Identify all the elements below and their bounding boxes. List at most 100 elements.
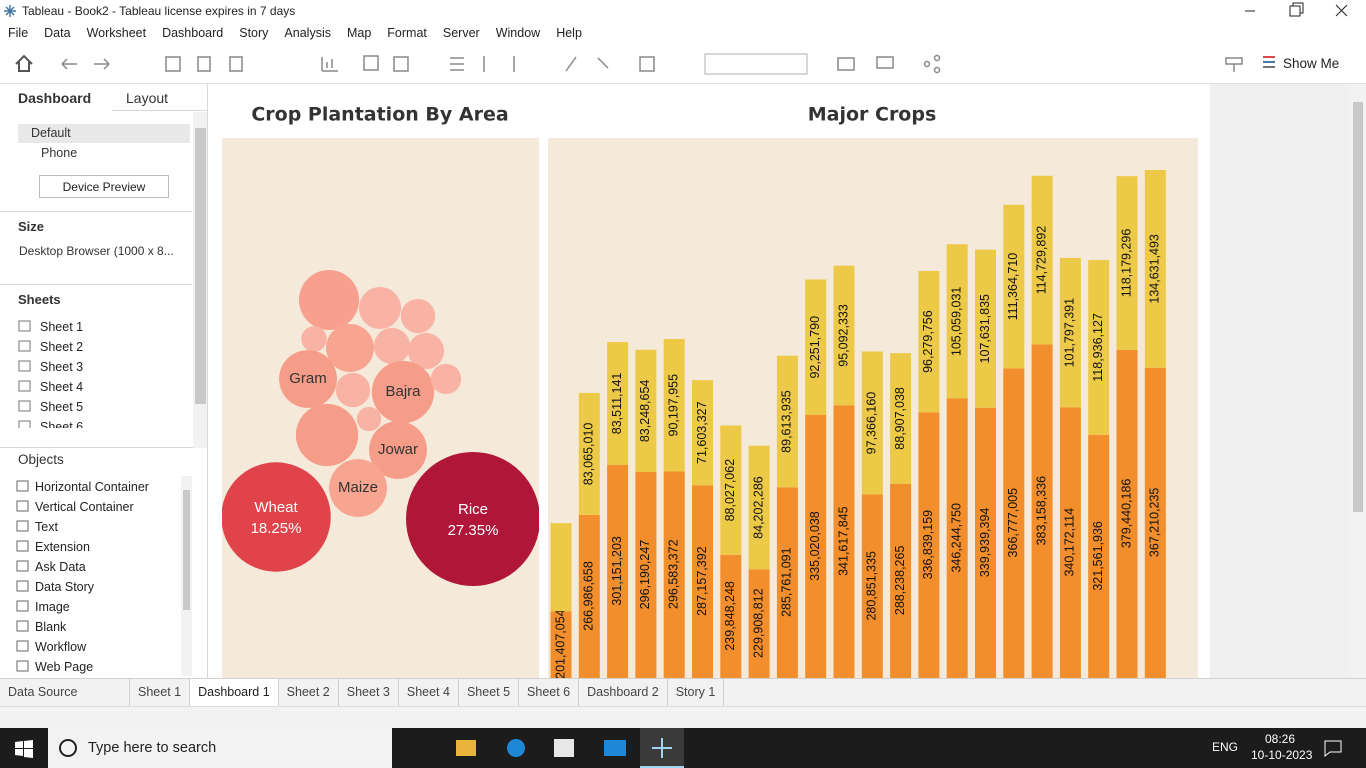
device-option[interactable]: Phone: [41, 146, 78, 160]
bar-segment[interactable]: [946, 244, 968, 399]
bar-segment[interactable]: [1031, 344, 1053, 678]
sidebar-tab[interactable]: Dashboard: [18, 90, 92, 106]
bar-segment[interactable]: [1003, 204, 1025, 369]
menu-item[interactable]: Map: [346, 26, 372, 40]
show-me-button[interactable]: Show Me: [1283, 56, 1340, 71]
bar-segment[interactable]: [918, 412, 940, 678]
bar-segment[interactable]: [833, 265, 855, 406]
bar-segment[interactable]: [635, 472, 657, 678]
sheet-item[interactable]: Sheet 3: [18, 360, 83, 374]
object-item[interactable]: Horizontal Container: [16, 480, 149, 494]
bar-segment[interactable]: [861, 351, 883, 495]
bar-segment[interactable]: [663, 471, 685, 678]
bubble[interactable]: [369, 421, 427, 479]
bubble[interactable]: [371, 360, 435, 424]
menu-item[interactable]: Analysis: [284, 26, 331, 40]
bubble[interactable]: [326, 324, 374, 372]
bar-segment[interactable]: [805, 279, 827, 415]
object-item[interactable]: Extension: [16, 540, 90, 554]
menu-item[interactable]: Window: [495, 26, 541, 40]
scrollbar[interactable]: [1350, 84, 1366, 678]
bar-segment[interactable]: [1088, 434, 1110, 678]
bar-segment[interactable]: [975, 249, 996, 408]
bar-segment[interactable]: [1116, 176, 1138, 350]
bubble[interactable]: [358, 286, 402, 330]
menu-item[interactable]: Format: [387, 26, 427, 40]
bar-segment[interactable]: [748, 569, 770, 678]
device-option[interactable]: Default: [31, 126, 71, 140]
bar-segment[interactable]: [861, 494, 883, 678]
bar-segment[interactable]: [776, 355, 798, 488]
bar-segment[interactable]: [692, 485, 713, 678]
menu-item[interactable]: Worksheet: [86, 26, 147, 40]
clock-time[interactable]: 08:26: [1265, 732, 1296, 746]
bubble[interactable]: [329, 459, 387, 517]
scrollbar[interactable]: [181, 476, 192, 676]
sheet-item[interactable]: Sheet 1: [18, 320, 83, 334]
bar-segment[interactable]: [1088, 260, 1110, 435]
menu-item[interactable]: File: [8, 26, 29, 40]
object-item[interactable]: Vertical Container: [16, 500, 134, 514]
search-box[interactable]: Type here to search: [48, 728, 392, 768]
object-item[interactable]: Workflow: [16, 640, 86, 654]
object-item[interactable]: Ask Data: [16, 560, 86, 574]
object-item[interactable]: Image: [16, 600, 70, 614]
size-dropdown[interactable]: Desktop Browser (1000 x 8...: [19, 244, 174, 258]
bar-segment[interactable]: [1031, 175, 1053, 345]
sheet-tab[interactable]: Dashboard 2: [579, 679, 668, 706]
sheet-item[interactable]: Sheet 2: [18, 340, 83, 354]
sheet-tab[interactable]: Data Source: [0, 679, 130, 706]
bubble[interactable]: [406, 452, 540, 586]
bar-segment[interactable]: [663, 338, 685, 472]
notifications[interactable]: [1324, 739, 1342, 757]
bubble[interactable]: [295, 403, 359, 467]
menu-item[interactable]: Story: [239, 26, 269, 40]
bubble[interactable]: [430, 363, 462, 395]
bubble[interactable]: [298, 269, 360, 331]
bubble[interactable]: [356, 406, 382, 432]
sheet-tab[interactable]: Sheet 2: [279, 679, 339, 706]
toolbar-icons[interactable]: [0, 44, 1366, 84]
start-button[interactable]: [15, 740, 33, 758]
bar-segment[interactable]: [805, 414, 827, 678]
bar-segment[interactable]: [1003, 368, 1025, 678]
device-preview-button[interactable]: Device Preview: [39, 175, 169, 198]
bar-segment[interactable]: [1144, 170, 1166, 368]
sheet-tab[interactable]: Story 1: [668, 679, 725, 706]
sheet-tab[interactable]: Sheet 1: [130, 679, 191, 706]
bubble[interactable]: [221, 462, 331, 572]
bar-segment[interactable]: [776, 487, 798, 678]
sheet-tab[interactable]: Sheet 4: [399, 679, 459, 706]
object-item[interactable]: Web Page: [16, 660, 93, 674]
sidebar-tab[interactable]: Layout: [126, 90, 169, 106]
bar-segment[interactable]: [946, 398, 968, 678]
bar-segment[interactable]: [975, 407, 996, 678]
object-item[interactable]: Text: [16, 520, 58, 534]
clock-date[interactable]: 10-10-2023: [1251, 748, 1313, 762]
object-item[interactable]: Data Story: [16, 580, 94, 594]
window-controls[interactable]: [1230, 0, 1366, 22]
bar-segment[interactable]: [748, 445, 770, 570]
bubble[interactable]: [279, 350, 337, 408]
bar-segment[interactable]: [890, 353, 912, 484]
menu-item[interactable]: Help: [556, 26, 582, 40]
bar-segment[interactable]: [692, 380, 713, 486]
sheet-tab[interactable]: Sheet 3: [339, 679, 399, 706]
language[interactable]: ENG: [1212, 740, 1239, 754]
bar-segment[interactable]: [1059, 407, 1081, 678]
sheet-item[interactable]: Sheet 4: [18, 380, 83, 394]
bar-segment[interactable]: [578, 392, 600, 515]
menu-item[interactable]: Dashboard: [162, 26, 224, 40]
bubble[interactable]: [301, 326, 327, 352]
bar-segment[interactable]: [1116, 349, 1138, 678]
bubble[interactable]: [335, 372, 371, 408]
taskbar-apps[interactable]: [400, 728, 700, 768]
sheet-tab[interactable]: Sheet 6: [519, 679, 580, 706]
bar-segment[interactable]: [1059, 257, 1081, 408]
sheet-item[interactable]: Sheet 6: [18, 420, 83, 428]
bar-segment[interactable]: [918, 270, 940, 413]
bar-segment[interactable]: [550, 611, 572, 678]
bar-segment[interactable]: [635, 349, 657, 473]
bar-segment[interactable]: [550, 523, 572, 612]
bar-segment[interactable]: [578, 514, 600, 678]
